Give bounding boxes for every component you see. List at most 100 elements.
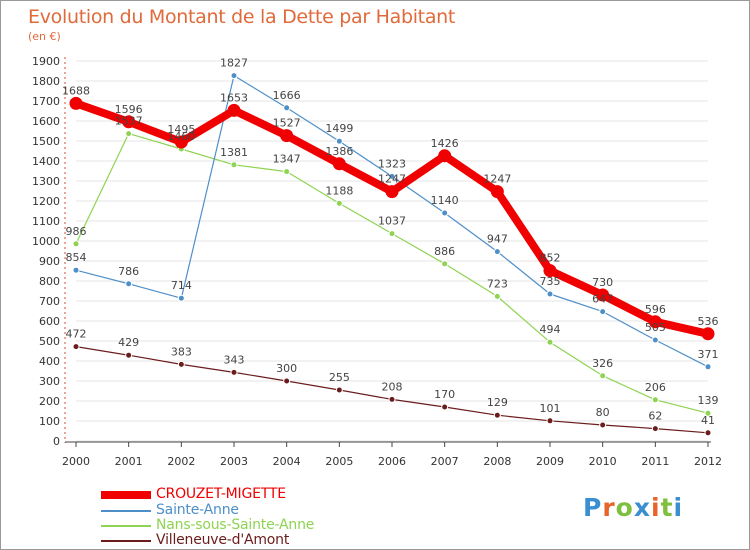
data-label: 1666 [273,89,301,102]
data-point [493,292,501,300]
data-label: 596 [645,303,666,316]
data-point [335,137,343,145]
data-point [546,290,554,298]
data-point [546,417,554,425]
data-label: 101 [540,402,561,415]
y-tick-label: 1400 [32,155,60,168]
data-label: 886 [434,245,455,258]
y-tick-label: 1900 [32,55,60,68]
data-label: 371 [698,348,719,361]
data-label: 326 [592,357,613,370]
logo-letter: x [633,493,651,522]
legend-label: Nans-sous-Sainte-Anne [156,517,315,533]
data-label: 472 [66,328,87,341]
logo-letter: r [602,493,616,522]
data-point [651,396,659,404]
legend-swatch [101,491,151,499]
y-tick-label: 400 [39,355,60,368]
data-label: 1827 [220,57,248,70]
data-point [335,386,343,394]
legend-swatch [101,510,151,512]
data-point [543,264,557,278]
y-tick-label: 800 [39,275,60,288]
data-label: 1596 [115,103,143,116]
data-point [493,411,501,419]
data-point [704,429,712,437]
chart-title: Evolution du Montant de la Dette par Hab… [28,6,456,28]
data-label: 1688 [62,84,90,97]
data-point [125,280,133,288]
y-tick-label: 300 [39,375,60,388]
data-label: 1037 [378,215,406,228]
data-point [335,199,343,207]
data-point [177,294,185,302]
data-label: 852 [540,252,561,265]
data-point [546,338,554,346]
data-point [704,363,712,371]
data-label: 383 [171,345,192,358]
data-label: 1347 [273,153,301,166]
data-label: 536 [698,315,719,328]
data-label: 255 [329,371,350,384]
data-label: 1247 [378,173,406,186]
data-point [125,351,133,359]
data-point [388,395,396,403]
data-point [283,377,291,385]
data-label: 1247 [483,173,511,186]
data-label: 1495 [167,123,195,136]
data-label: 300 [276,362,297,375]
data-label: 1460 [167,130,195,143]
y-tick-label: 1600 [32,115,60,128]
data-label: 1386 [325,145,353,158]
data-point [441,209,449,217]
x-tick-label: 2002 [167,455,195,468]
legend-label: CROUZET-MIGETTE [156,486,286,502]
data-label: 1323 [378,157,406,170]
y-tick-label: 900 [39,255,60,268]
data-point [441,403,449,411]
data-label: 1527 [273,117,301,130]
x-tick-label: 2001 [115,455,143,468]
data-point [441,260,449,268]
data-point [599,372,607,380]
data-point [651,336,659,344]
data-label: 343 [224,353,245,366]
data-label: 62 [648,410,662,423]
y-tick-label: 1800 [32,75,60,88]
y-tick-label: 600 [39,315,60,328]
y-tick-label: 1700 [32,95,60,108]
x-tick-label: 2008 [483,455,511,468]
data-point [177,360,185,368]
data-label: 854 [66,251,87,264]
x-tick-label: 2009 [536,455,564,468]
legend-label: Villeneuve-d'Amont [156,532,290,548]
y-tick-label: 1300 [32,175,60,188]
data-point [122,115,136,129]
legend-label: Sainte-Anne [156,502,239,518]
data-label: 1140 [431,194,459,207]
data-point [388,172,396,180]
data-point [280,129,294,143]
data-point [230,161,238,169]
x-tick-label: 2012 [694,455,722,468]
data-point [125,130,133,138]
chart-unit-subtitle: (en €) [28,30,61,43]
x-tick-label: 2004 [273,455,301,468]
data-label: 1188 [325,184,353,197]
y-tick-label: 0 [53,435,60,448]
data-point [599,421,607,429]
data-point [596,288,610,302]
data-label: 139 [698,394,719,407]
logo-letter: P [583,493,603,522]
data-label: 723 [487,277,508,290]
data-point [704,409,712,417]
data-label: 986 [66,225,87,238]
data-point [332,157,346,171]
legend-swatch [101,540,151,542]
data-label: 730 [592,276,613,289]
data-label: 947 [487,233,508,246]
x-tick-label: 2000 [62,455,90,468]
data-label: 505 [645,321,666,334]
data-label: 41 [701,414,715,427]
data-point [230,72,238,80]
